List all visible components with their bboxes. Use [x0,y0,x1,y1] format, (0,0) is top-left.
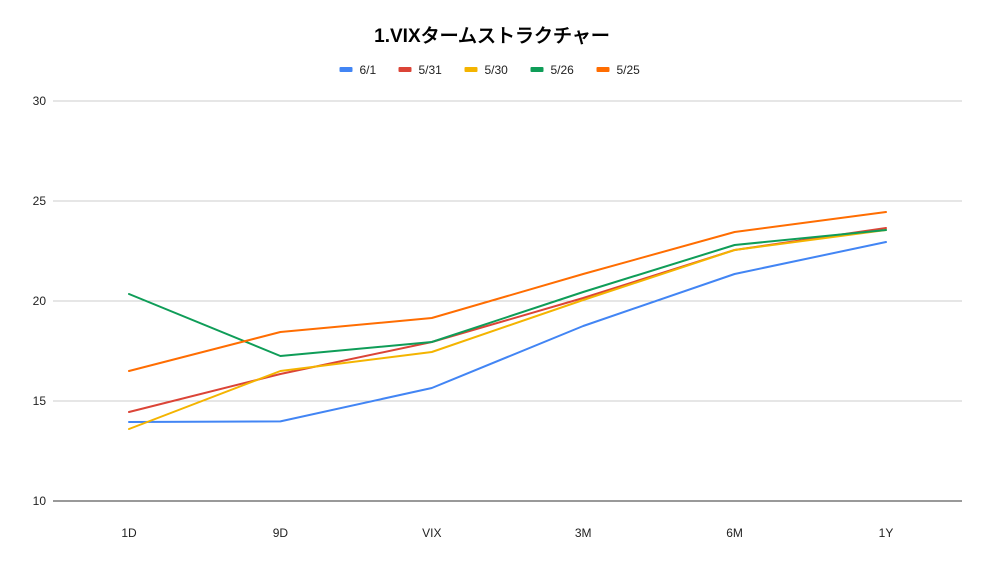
y-tick-label: 10 [33,494,47,508]
y-axis: 10 15 20 25 30 [33,94,47,508]
legend-swatch [596,67,610,72]
y-tick-label: 20 [33,294,47,308]
series-line-5-31 [128,227,887,413]
legend-item: 5/31 [398,63,443,77]
legend-label: 5/26 [551,63,575,77]
x-axis: 1D 9D VIX 3M 6M 1Y [121,526,893,540]
x-tick-label: VIX [422,526,441,540]
chart-title: 1.VIXタームストラクチャー [374,25,610,47]
legend-label: 6/1 [360,63,377,77]
legend-item: 5/26 [530,63,575,77]
series-line-5-25 [128,211,887,372]
legend-label: 5/25 [617,63,641,77]
series-lines [128,211,887,430]
legend-label: 5/31 [419,63,443,77]
gridlines [53,100,962,502]
x-tick-label: 3M [575,526,592,540]
x-tick-label: 9D [273,526,289,540]
x-tick-label: 1Y [879,526,894,540]
legend-swatch [339,67,353,72]
legend-label: 5/30 [485,63,509,77]
y-tick-label: 25 [33,194,47,208]
legend-item: 6/1 [339,63,377,77]
legend-swatch [464,67,478,72]
y-tick-label: 30 [33,94,47,108]
legend-swatch [530,67,544,72]
x-tick-label: 1D [121,526,137,540]
series-line-6-1 [128,241,887,423]
series-line-5-26 [128,229,887,357]
legend-item: 5/30 [464,63,509,77]
y-tick-label: 15 [33,394,47,408]
legend: 6/1 5/31 5/30 5/26 5/25 [339,63,641,77]
series-line-5-30 [128,229,887,430]
legend-swatch [398,67,412,72]
x-tick-label: 6M [726,526,743,540]
legend-item: 5/25 [596,63,641,77]
